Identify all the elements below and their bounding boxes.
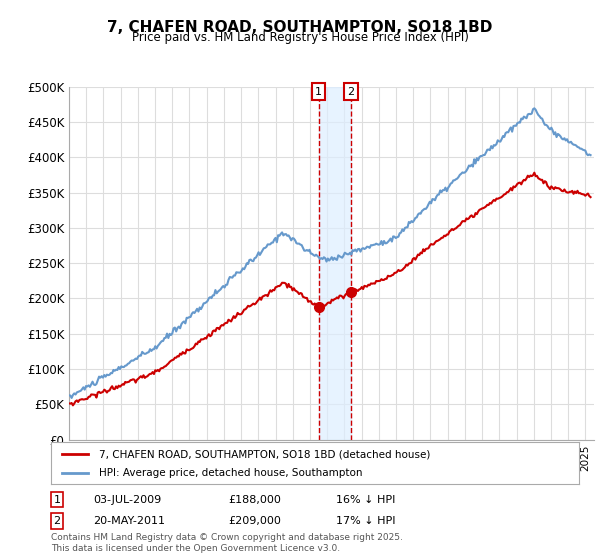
Text: £209,000: £209,000 xyxy=(228,516,281,526)
Text: 17% ↓ HPI: 17% ↓ HPI xyxy=(336,516,395,526)
Text: 2: 2 xyxy=(53,516,61,526)
Text: Contains HM Land Registry data © Crown copyright and database right 2025.
This d: Contains HM Land Registry data © Crown c… xyxy=(51,533,403,553)
Text: 7, CHAFEN ROAD, SOUTHAMPTON, SO18 1BD: 7, CHAFEN ROAD, SOUTHAMPTON, SO18 1BD xyxy=(107,20,493,35)
Text: 16% ↓ HPI: 16% ↓ HPI xyxy=(336,494,395,505)
Text: 1: 1 xyxy=(53,494,61,505)
Text: £188,000: £188,000 xyxy=(228,494,281,505)
Text: 1: 1 xyxy=(315,87,322,97)
Text: 7, CHAFEN ROAD, SOUTHAMPTON, SO18 1BD (detached house): 7, CHAFEN ROAD, SOUTHAMPTON, SO18 1BD (d… xyxy=(98,449,430,459)
Text: Price paid vs. HM Land Registry's House Price Index (HPI): Price paid vs. HM Land Registry's House … xyxy=(131,31,469,44)
Text: 03-JUL-2009: 03-JUL-2009 xyxy=(93,494,161,505)
Text: 20-MAY-2011: 20-MAY-2011 xyxy=(93,516,165,526)
Text: 2: 2 xyxy=(347,87,355,97)
Text: HPI: Average price, detached house, Southampton: HPI: Average price, detached house, Sout… xyxy=(98,468,362,478)
